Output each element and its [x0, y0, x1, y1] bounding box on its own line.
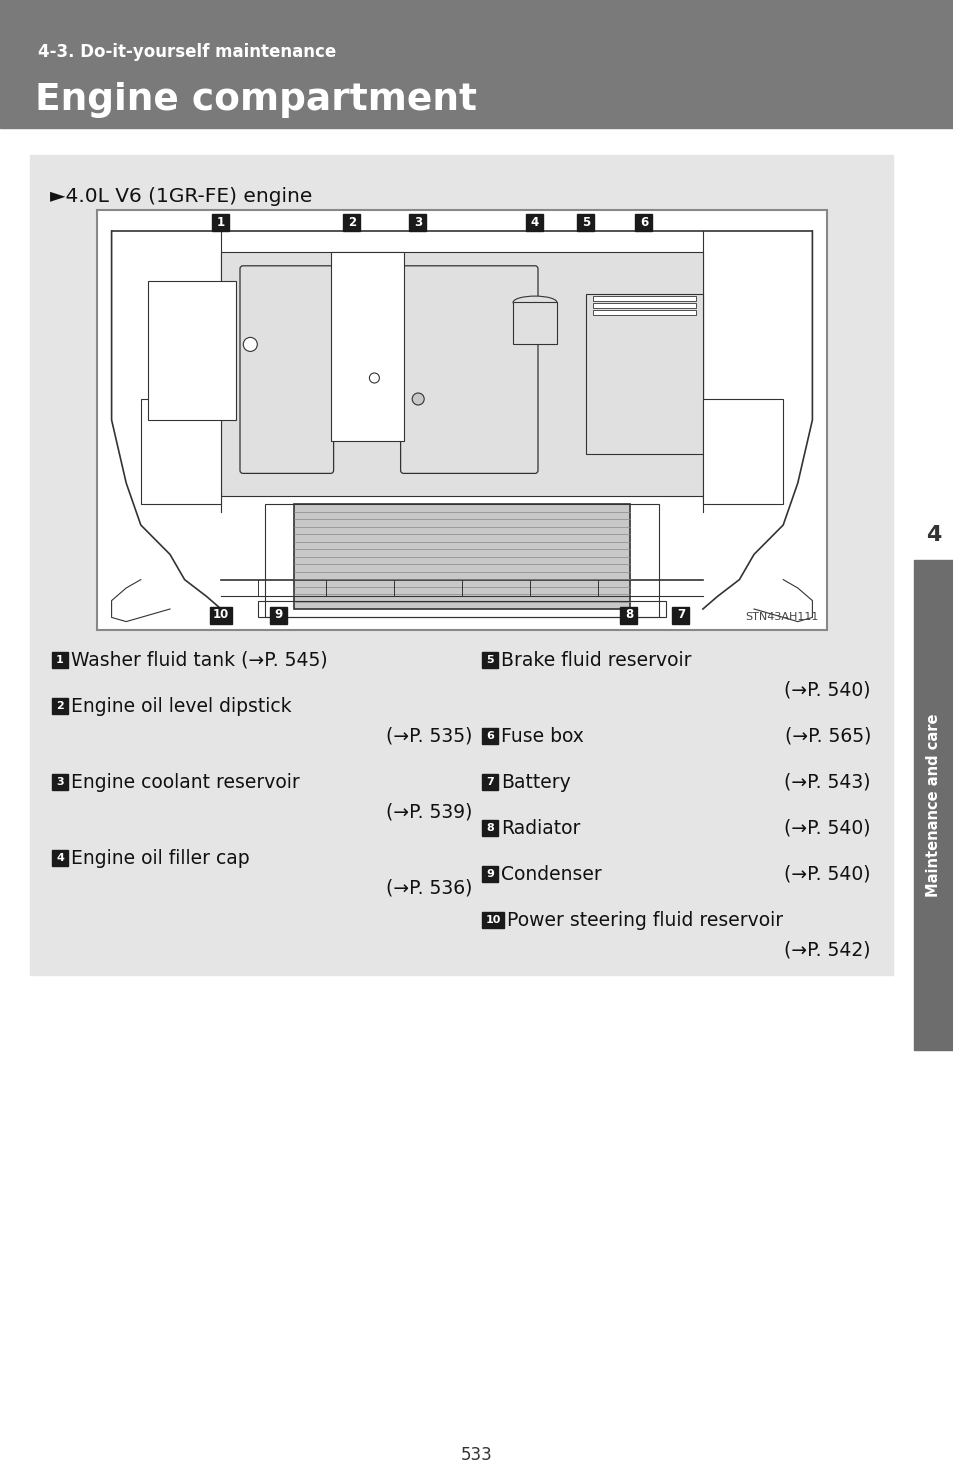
Text: (→P. 535): (→P. 535): [385, 727, 472, 745]
Text: 1: 1: [56, 655, 64, 665]
Text: 10: 10: [213, 609, 229, 621]
Text: 6: 6: [485, 732, 494, 740]
Bar: [481, 866, 497, 882]
Bar: [593, 296, 695, 301]
Text: (→P. 540): (→P. 540): [783, 819, 870, 838]
Bar: [221, 252, 702, 496]
Text: Washer fluid tank (→P. 545): Washer fluid tank (→P. 545): [71, 650, 327, 670]
Text: (→P. 540): (→P. 540): [783, 864, 870, 884]
Text: 4: 4: [56, 853, 64, 863]
Bar: [257, 600, 666, 618]
Bar: [0, 0, 953, 128]
Text: 2: 2: [348, 215, 355, 229]
Bar: [331, 252, 403, 441]
Text: 533: 533: [460, 1446, 493, 1465]
Bar: [593, 302, 695, 308]
Bar: [210, 606, 232, 624]
Bar: [163, 294, 221, 441]
Text: 7: 7: [486, 777, 494, 788]
Bar: [213, 214, 230, 230]
Text: 7: 7: [677, 609, 684, 621]
Text: 1: 1: [216, 215, 225, 229]
Bar: [481, 774, 497, 791]
Text: 3: 3: [56, 777, 64, 788]
Text: Battery: Battery: [500, 773, 570, 792]
Text: Brake fluid reservoir: Brake fluid reservoir: [500, 650, 691, 670]
Text: 8: 8: [624, 609, 633, 621]
Bar: [481, 912, 503, 928]
Text: Engine compartment: Engine compartment: [35, 83, 476, 118]
Text: 10: 10: [485, 914, 500, 925]
Text: (→P. 540): (→P. 540): [783, 680, 870, 699]
Ellipse shape: [513, 296, 557, 308]
Bar: [30, 155, 892, 975]
Bar: [409, 214, 426, 230]
Text: 4-3. Do-it-yourself maintenance: 4-3. Do-it-yourself maintenance: [38, 43, 335, 60]
FancyBboxPatch shape: [400, 266, 537, 473]
Text: 9: 9: [485, 869, 494, 879]
Bar: [593, 310, 695, 316]
Text: 2: 2: [56, 701, 64, 711]
Ellipse shape: [412, 392, 424, 406]
Bar: [294, 504, 629, 609]
Ellipse shape: [369, 373, 379, 384]
Bar: [52, 652, 68, 668]
Bar: [913, 560, 953, 1050]
Text: 4: 4: [530, 215, 538, 229]
Text: 5: 5: [581, 215, 590, 229]
Text: (→P. 565): (→P. 565): [783, 727, 870, 745]
Text: ►4.0L V6 (1GR-FE) engine: ►4.0L V6 (1GR-FE) engine: [50, 187, 312, 206]
Bar: [265, 504, 659, 618]
Text: (→P. 539): (→P. 539): [385, 802, 472, 822]
Bar: [141, 400, 221, 504]
Bar: [526, 214, 543, 230]
Text: Engine oil level dipstick: Engine oil level dipstick: [71, 696, 292, 715]
Bar: [481, 652, 497, 668]
Bar: [577, 214, 594, 230]
Bar: [52, 850, 68, 866]
Text: (→P. 536): (→P. 536): [385, 879, 472, 897]
Bar: [343, 214, 360, 230]
Text: 6: 6: [639, 215, 647, 229]
Bar: [672, 606, 689, 624]
Text: 4: 4: [925, 525, 941, 544]
Text: Condenser: Condenser: [500, 864, 601, 884]
Text: 8: 8: [486, 823, 494, 833]
Text: Fuse box: Fuse box: [500, 727, 583, 745]
Text: 5: 5: [486, 655, 494, 665]
Text: (→P. 543): (→P. 543): [783, 773, 870, 792]
Text: 3: 3: [414, 215, 421, 229]
Bar: [619, 606, 637, 624]
Text: Maintenance and care: Maintenance and care: [925, 714, 941, 897]
Text: Engine coolant reservoir: Engine coolant reservoir: [71, 773, 299, 792]
Bar: [52, 698, 68, 714]
Text: STN43AH111: STN43AH111: [745, 612, 818, 622]
Bar: [148, 282, 235, 420]
Bar: [635, 214, 652, 230]
Text: Engine oil filler cap: Engine oil filler cap: [71, 848, 250, 867]
Bar: [702, 400, 782, 504]
Text: 9: 9: [274, 609, 283, 621]
Ellipse shape: [243, 338, 257, 351]
Text: (→P. 542): (→P. 542): [783, 941, 870, 960]
Bar: [481, 729, 497, 743]
Bar: [585, 294, 702, 454]
Bar: [52, 774, 68, 791]
Bar: [513, 302, 557, 344]
FancyBboxPatch shape: [240, 266, 334, 473]
Text: Power steering fluid reservoir: Power steering fluid reservoir: [506, 910, 782, 929]
Text: Radiator: Radiator: [500, 819, 579, 838]
Bar: [97, 209, 826, 630]
Bar: [481, 820, 497, 836]
Bar: [271, 606, 287, 624]
